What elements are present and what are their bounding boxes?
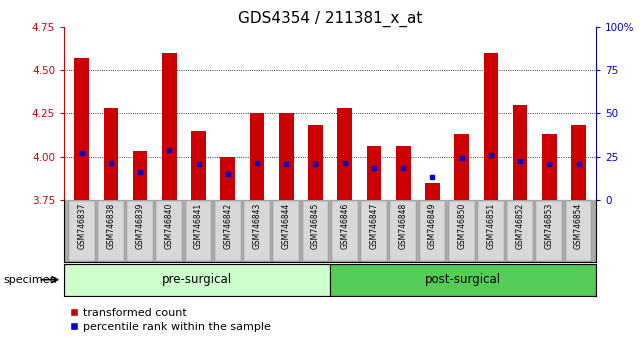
- Text: GSM746843: GSM746843: [253, 203, 262, 250]
- Bar: [104, 108, 118, 200]
- Bar: [74, 58, 89, 200]
- Title: GDS4354 / 211381_x_at: GDS4354 / 211381_x_at: [238, 10, 422, 27]
- Text: GSM746840: GSM746840: [165, 203, 174, 250]
- Bar: [308, 125, 323, 200]
- Bar: [367, 146, 381, 200]
- Text: GSM746853: GSM746853: [545, 203, 554, 250]
- Bar: [537, 201, 562, 261]
- Bar: [156, 201, 182, 261]
- Bar: [162, 53, 177, 200]
- Bar: [507, 201, 533, 261]
- Bar: [361, 201, 387, 261]
- Bar: [250, 113, 264, 200]
- Bar: [186, 201, 212, 261]
- Text: pre-surgical: pre-surgical: [162, 273, 232, 286]
- Text: GSM746849: GSM746849: [428, 203, 437, 250]
- Bar: [396, 146, 410, 200]
- Bar: [303, 201, 328, 261]
- Bar: [420, 201, 445, 261]
- Text: GSM746854: GSM746854: [574, 203, 583, 250]
- Bar: [454, 134, 469, 200]
- Text: GSM746846: GSM746846: [340, 203, 349, 250]
- Legend: transformed count, percentile rank within the sample: transformed count, percentile rank withi…: [70, 308, 271, 332]
- Bar: [425, 183, 440, 200]
- Bar: [542, 134, 556, 200]
- Text: post-surgical: post-surgical: [425, 273, 501, 286]
- Bar: [69, 201, 94, 261]
- Bar: [279, 113, 294, 200]
- Bar: [390, 201, 416, 261]
- Bar: [449, 201, 474, 261]
- Bar: [571, 125, 586, 200]
- Bar: [128, 201, 153, 261]
- Text: GSM746841: GSM746841: [194, 203, 203, 249]
- Bar: [98, 201, 124, 261]
- Bar: [330, 264, 596, 296]
- Text: GSM746845: GSM746845: [311, 203, 320, 250]
- Bar: [133, 152, 147, 200]
- Bar: [513, 105, 528, 200]
- Bar: [221, 156, 235, 200]
- Bar: [244, 201, 270, 261]
- Text: GSM746842: GSM746842: [223, 203, 232, 249]
- Text: GSM746851: GSM746851: [487, 203, 495, 249]
- Bar: [483, 53, 498, 200]
- Bar: [478, 201, 504, 261]
- Text: GSM746844: GSM746844: [282, 203, 291, 250]
- Text: GSM746838: GSM746838: [106, 203, 115, 249]
- Text: GSM746850: GSM746850: [457, 203, 466, 250]
- Bar: [215, 201, 240, 261]
- Bar: [274, 201, 299, 261]
- Text: GSM746837: GSM746837: [77, 203, 86, 250]
- Bar: [337, 108, 352, 200]
- Text: GSM746852: GSM746852: [515, 203, 524, 249]
- Text: GSM746839: GSM746839: [136, 203, 145, 250]
- Bar: [332, 201, 358, 261]
- Text: specimen: specimen: [3, 275, 57, 285]
- Bar: [64, 264, 330, 296]
- Text: GSM746848: GSM746848: [399, 203, 408, 249]
- Bar: [191, 131, 206, 200]
- Text: GSM746847: GSM746847: [369, 203, 378, 250]
- Bar: [566, 201, 592, 261]
